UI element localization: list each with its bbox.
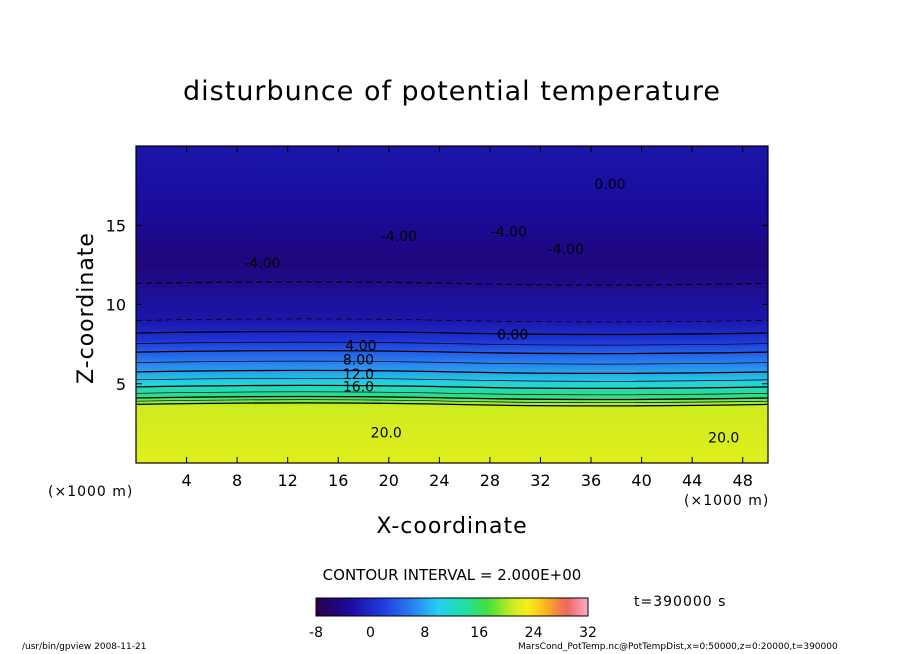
x-tick-label: 16 <box>328 471 348 490</box>
y-tick-label: 5 <box>116 375 126 394</box>
colorbar: -8 0 8 16 24 32 <box>309 597 597 641</box>
contour-value-label: 20.0 <box>371 426 402 442</box>
colorbar-fill <box>315 597 589 617</box>
x-axis-unit-right: (×1000 m) <box>684 493 770 509</box>
x-axis-unit-left: (×1000 m) <box>48 484 134 500</box>
colorbar-tick-label: 0 <box>366 625 375 641</box>
contour-line <box>136 341 768 346</box>
contour-value-label: 4.00 <box>345 338 376 354</box>
contour-line <box>136 399 768 404</box>
contour-line <box>136 281 768 286</box>
field-fill <box>136 146 768 463</box>
contour-line <box>136 330 768 336</box>
contour-value-label: -4.00 <box>491 224 527 240</box>
colorbar-tick-label: 16 <box>470 625 488 641</box>
contour-value-label: 0.00 <box>497 327 528 343</box>
chart-title: disturbunce of potential temperature <box>183 76 721 107</box>
y-tick-label: 15 <box>106 216 126 235</box>
time-label: t=390000 s <box>634 594 727 610</box>
colorbar-tick-group: -8 0 8 16 24 32 <box>309 625 597 641</box>
contour-line <box>136 395 768 401</box>
y-tick-label: 10 <box>106 296 126 315</box>
contour-value-label: 16.0 <box>343 380 374 396</box>
x-tick-label: 36 <box>581 471 601 490</box>
contour-line <box>136 360 768 365</box>
colorbar-tick-label: -8 <box>309 625 323 641</box>
contour-line <box>136 369 768 375</box>
contour-value-label: 0.00 <box>594 177 625 193</box>
x-tick-label: 12 <box>278 471 298 490</box>
x-tick-label: 8 <box>232 471 242 490</box>
x-tick-label: 40 <box>631 471 651 490</box>
colorbar-tick-label: 24 <box>525 625 543 641</box>
x-tick-label: 4 <box>181 471 191 490</box>
x-tick-label: 28 <box>480 471 500 490</box>
contour-value-label: 8.00 <box>343 353 374 369</box>
contour-value-label: 20.0 <box>708 430 739 446</box>
x-axis: 4 8 12 16 20 24 28 32 36 40 44 48 <box>181 146 753 490</box>
contour-value-label: -4.00 <box>548 242 584 258</box>
footer-command: /usr/bin/gpview 2008-11-21 <box>22 642 147 652</box>
contour-lines <box>136 281 768 407</box>
y-axis-label: Z-coordinate <box>74 232 99 384</box>
contour-line <box>136 384 768 390</box>
contour-interval-label: CONTOUR INTERVAL = 2.000E+00 <box>322 566 582 584</box>
contour-line <box>136 349 768 355</box>
x-tick-label: 48 <box>733 471 753 490</box>
x-tick-label: 32 <box>530 471 550 490</box>
contour-line <box>136 402 768 407</box>
contour-value-label: -4.00 <box>381 229 417 245</box>
colorbar-tick-label: 32 <box>579 625 597 641</box>
x-tick-label: 24 <box>429 471 449 490</box>
plot-area: 0.00 -4.00 -4.00 -4.00 -4.00 0.00 4.008.0012.0… <box>135 145 769 464</box>
footer-source: MarsCond_PotTemp.nc@PotTempDist,x=0:5000… <box>518 642 838 652</box>
x-axis-label: X-coordinate <box>376 514 528 539</box>
contour-line <box>136 377 768 382</box>
x-tick-label: 20 <box>379 471 399 490</box>
contour-line <box>136 391 768 396</box>
contour-value-label: 12.0 <box>343 367 374 383</box>
x-tick-label: 44 <box>682 471 702 490</box>
contour-line <box>136 318 768 323</box>
contour-value-label: -4.00 <box>244 256 280 272</box>
y-axis: 5 10 15 <box>106 216 768 394</box>
colorbar-tick-label: 8 <box>420 625 429 641</box>
contour-label-group: 0.00 -4.00 -4.00 -4.00 -4.00 0.00 4.008.0012.0… <box>244 177 739 447</box>
